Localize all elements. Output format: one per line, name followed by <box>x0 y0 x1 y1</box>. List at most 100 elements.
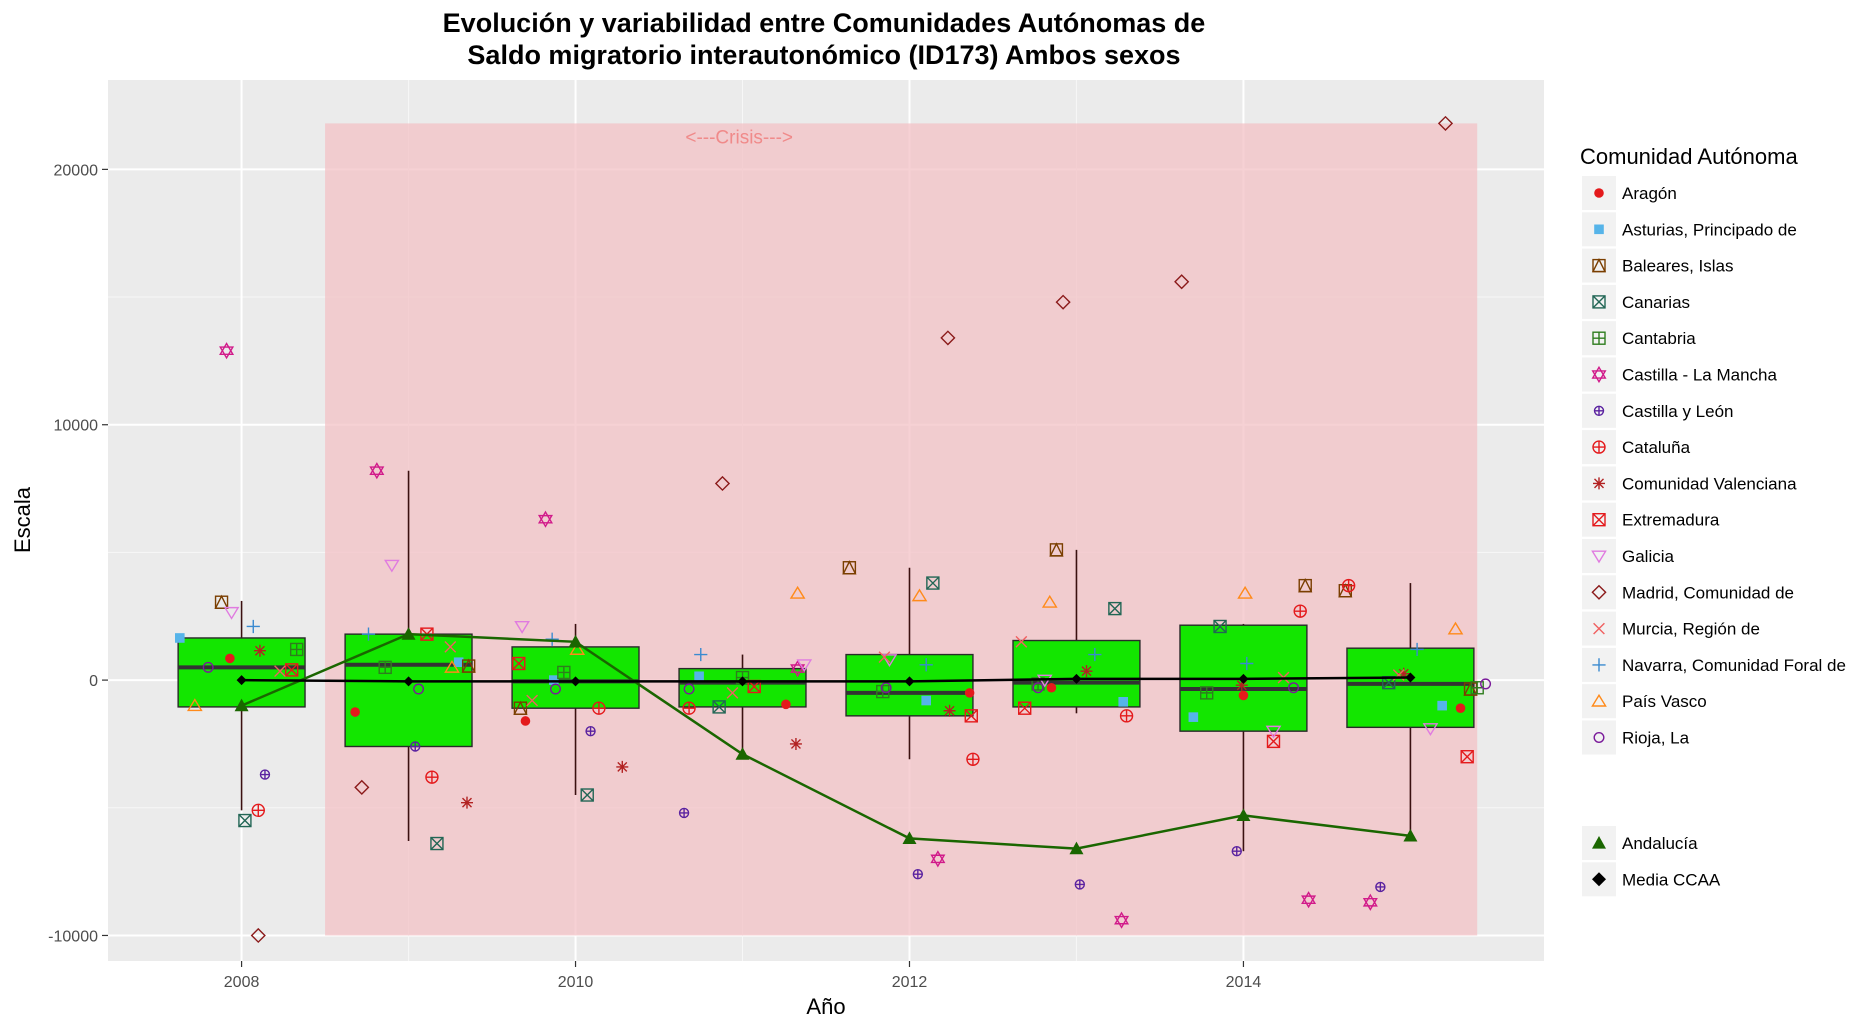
marker <box>930 850 946 864</box>
marker-inner <box>252 804 265 817</box>
data-point <box>513 700 528 715</box>
chart-title-line1: Evolución y variabilidad entre Comunidad… <box>443 8 1206 38</box>
marker <box>926 576 940 590</box>
marker-inner <box>1200 686 1213 699</box>
legend-item: Rioja, La <box>1582 720 1690 755</box>
marker <box>1447 621 1464 635</box>
marker <box>902 831 917 845</box>
legend-item: Madrid, Comunidad de <box>1582 575 1794 610</box>
marker-inner <box>1591 258 1607 273</box>
data-point <box>616 760 629 773</box>
axis-ticks: -10000 0 10000 20000 2008 2010 2012 2014 <box>48 162 1261 991</box>
data-point <box>964 709 978 723</box>
data-point <box>569 642 586 655</box>
marker <box>1422 723 1439 736</box>
marker-inner <box>1594 406 1604 416</box>
data-point <box>361 627 376 641</box>
data-point <box>1362 893 1378 911</box>
marker <box>453 657 464 668</box>
marker <box>737 676 748 687</box>
marker <box>1288 682 1300 694</box>
data-point <box>919 658 933 672</box>
series-0 <box>225 653 1466 726</box>
marker <box>1237 585 1253 599</box>
marker-inner <box>1593 441 1605 454</box>
marker <box>1238 673 1249 684</box>
marker <box>202 661 214 673</box>
marker-inner <box>1114 915 1130 929</box>
data-point <box>1036 674 1053 688</box>
data-point <box>246 619 260 634</box>
andalucia-point <box>568 634 583 648</box>
x-tick-label: 2012 <box>892 974 928 991</box>
data-point <box>369 462 385 480</box>
data-point <box>726 686 739 699</box>
data-point <box>545 632 559 646</box>
marker-inner <box>790 664 806 678</box>
data-point <box>585 725 596 737</box>
legend-label: Castilla - La Mancha <box>1622 366 1778 385</box>
data-point <box>796 659 813 673</box>
y-tick-label: 0 <box>89 673 98 690</box>
data-point <box>921 695 931 706</box>
marker-inner <box>1593 332 1605 345</box>
data-point <box>384 559 400 573</box>
data-point <box>1074 879 1086 890</box>
marker <box>1397 667 1410 680</box>
marker-inner <box>1213 619 1227 633</box>
data-point <box>514 620 530 634</box>
marker <box>781 699 791 710</box>
marker <box>1405 672 1416 683</box>
marker <box>1069 841 1084 855</box>
series-14 <box>186 585 1464 712</box>
marker-inner <box>1460 750 1474 764</box>
marker-inner <box>461 658 476 673</box>
marker <box>1301 891 1317 905</box>
marker-inner <box>679 808 689 818</box>
series-11 <box>250 115 1454 944</box>
data-point <box>880 682 892 694</box>
data-point <box>1049 542 1064 557</box>
marker <box>616 760 629 773</box>
marker <box>919 658 933 672</box>
legend-item: Murcia, Región de <box>1582 611 1760 646</box>
data-point <box>1213 619 1227 634</box>
x-tick-label: 2008 <box>224 974 260 991</box>
legend-label: Baleares, Islas <box>1622 257 1734 276</box>
series-2 <box>214 542 1478 715</box>
marker <box>1071 673 1082 684</box>
andalucia-point <box>1069 841 1084 855</box>
marker <box>569 642 586 655</box>
data-point <box>289 642 304 657</box>
marker <box>1437 115 1454 132</box>
marker <box>1188 712 1199 722</box>
marker <box>1041 594 1058 608</box>
data-point <box>1293 604 1307 618</box>
series-13 <box>246 619 1424 672</box>
media-ccaa-point <box>236 675 247 686</box>
series-5 <box>219 342 1378 929</box>
marker-inner <box>430 837 444 851</box>
marker <box>1591 693 1607 707</box>
marker-inner <box>592 702 605 715</box>
marker-inner <box>586 726 596 736</box>
marker-inner <box>238 814 252 828</box>
media-ccaa-point <box>1238 673 1249 684</box>
marker-inner <box>926 576 940 590</box>
andalucia-point <box>735 747 750 760</box>
data-point <box>912 868 924 880</box>
marker <box>444 641 457 653</box>
series-10 <box>223 559 1439 739</box>
data-point <box>223 606 240 620</box>
legend-item: Extremadura <box>1582 502 1720 537</box>
legend-label: Madrid, Comunidad de <box>1622 583 1794 602</box>
legend-item: Aragón <box>1582 176 1677 210</box>
marker <box>789 585 806 599</box>
series-1 <box>175 633 1447 722</box>
data-point <box>1080 665 1093 678</box>
data-point <box>1046 682 1057 693</box>
x-axis-title: Año <box>806 994 845 1019</box>
marker <box>1080 665 1093 678</box>
media-ccaa-point <box>904 676 915 687</box>
marker <box>1593 622 1605 635</box>
